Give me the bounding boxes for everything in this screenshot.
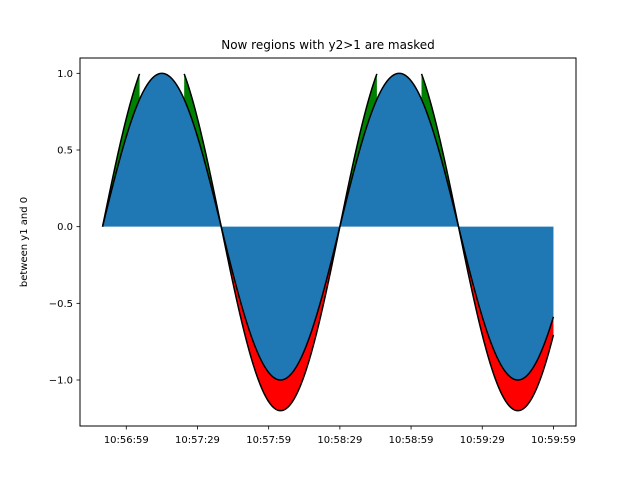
area-between-y1-and-zero (102, 73, 554, 380)
y-tick-label: −1.0 (49, 376, 73, 387)
x-tick-label: 10:58:59 (389, 435, 434, 446)
x-tick-label: 10:59:59 (531, 435, 576, 446)
y-axis: −1.0 −0.5 0.0 0.5 1.0 (49, 69, 80, 387)
plot-area (101, 72, 555, 412)
y-tick-label: 0.5 (57, 146, 73, 157)
y-tick-label: 0.0 (57, 222, 73, 233)
x-tick-label: 10:59:29 (460, 435, 505, 446)
x-tick-label: 10:58:29 (317, 435, 362, 446)
line-y1 (101, 72, 555, 381)
x-tick-label: 10:57:59 (246, 435, 291, 446)
y-tick-label: −0.5 (49, 299, 73, 310)
chart-title: Now regions with y2>1 are masked (221, 38, 435, 52)
area-y2-below-y1 (458, 227, 554, 411)
line-y2-masked (101, 73, 555, 412)
y-axis-label: between y1 and 0 (19, 197, 30, 287)
x-tick-label: 10:57:29 (175, 435, 220, 446)
x-axis: 10:56:59 10:57:29 10:57:59 10:58:29 10:58:59… (104, 426, 576, 446)
x-tick-label: 10:56:59 (104, 435, 149, 446)
y-tick-label: 1.0 (57, 69, 73, 80)
axes-frame (79, 57, 577, 427)
